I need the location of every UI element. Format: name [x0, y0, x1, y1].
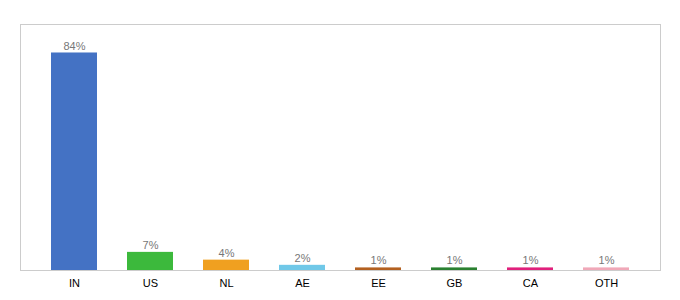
svg-text:OTH: OTH: [595, 277, 618, 289]
svg-text:GB: GB: [447, 277, 463, 289]
svg-text:1%: 1%: [371, 254, 387, 266]
svg-text:1%: 1%: [599, 254, 615, 266]
svg-text:NL: NL: [219, 277, 233, 289]
svg-text:1%: 1%: [523, 254, 539, 266]
svg-text:CA: CA: [523, 277, 539, 289]
svg-text:84%: 84%: [63, 40, 85, 52]
svg-text:4%: 4%: [219, 247, 235, 259]
svg-text:AE: AE: [295, 277, 310, 289]
svg-text:US: US: [143, 277, 158, 289]
svg-text:IN: IN: [69, 277, 80, 289]
svg-text:EE: EE: [371, 277, 386, 289]
svg-text:7%: 7%: [143, 239, 159, 251]
svg-text:2%: 2%: [295, 252, 311, 264]
svg-text:1%: 1%: [447, 254, 463, 266]
